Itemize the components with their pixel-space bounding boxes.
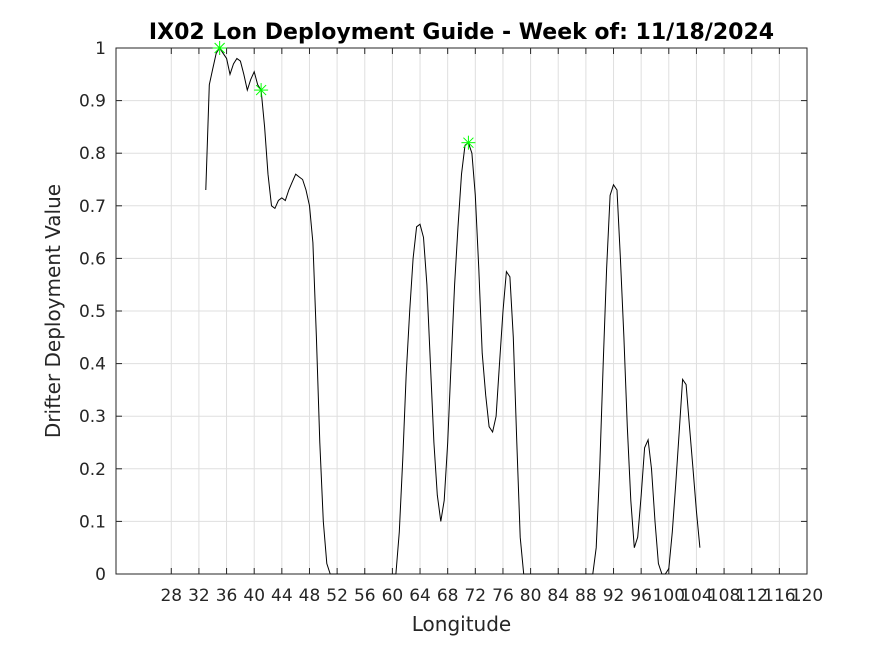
y-tick-label: 0.4 xyxy=(79,355,106,375)
x-tick-label: 120 xyxy=(791,586,823,606)
x-tick-label: 100 xyxy=(653,586,685,606)
y-tick-label: 0.9 xyxy=(79,92,106,112)
x-tick-label: 40 xyxy=(243,586,265,606)
y-tick-label: 0.3 xyxy=(79,407,106,427)
x-tick-label: 108 xyxy=(708,586,740,606)
x-axis-label: Longitude xyxy=(412,612,511,636)
x-tick-label: 80 xyxy=(520,586,542,606)
x-tick-label: 60 xyxy=(382,586,404,606)
x-tick-label: 72 xyxy=(464,586,486,606)
x-tick-label: 116 xyxy=(763,586,795,606)
x-tick-label: 92 xyxy=(603,586,625,606)
x-tick-label: 104 xyxy=(680,586,712,606)
peak-marker xyxy=(212,41,227,55)
y-axis-label: Drifter Deployment Value xyxy=(41,184,65,438)
y-tick-label: 0.1 xyxy=(79,512,106,532)
x-tick-label: 56 xyxy=(354,586,376,606)
x-tick-label: 44 xyxy=(271,586,293,606)
series-layer xyxy=(205,41,701,575)
y-tick-label: 0.8 xyxy=(79,144,106,164)
x-tick-label: 112 xyxy=(735,586,767,606)
x-tick-label: 36 xyxy=(216,586,238,606)
y-tick-label: 0.7 xyxy=(79,197,106,217)
x-tick-label: 32 xyxy=(188,586,210,606)
peak-marker xyxy=(254,83,269,98)
x-tick-label: 96 xyxy=(630,586,652,606)
y-tick-label: 0.6 xyxy=(79,249,106,269)
x-tick-label: 84 xyxy=(547,586,569,606)
y-axis: 0 0.1 0.2 0.3 0.4 0.5 0.6 0.7 0.8 0.9 1 xyxy=(79,39,807,585)
chart-title: IX02 Lon Deployment Guide - Week of: 11/… xyxy=(149,20,774,45)
x-tick-label: 52 xyxy=(326,586,348,606)
x-tick-label: 28 xyxy=(160,586,182,606)
series-line xyxy=(205,47,701,575)
x-tick-label: 48 xyxy=(299,586,321,606)
x-tick-label: 64 xyxy=(409,586,431,606)
y-tick-label: 0.2 xyxy=(79,460,106,480)
y-tick-label: 1 xyxy=(95,39,106,59)
y-tick-label: 0 xyxy=(95,565,106,585)
x-tick-label: 68 xyxy=(437,586,459,606)
peak-marker xyxy=(461,135,476,150)
y-tick-label: 0.5 xyxy=(79,302,106,322)
x-axis: 28 32 36 40 44 48 52 56 60 64 68 72 76 80 84 88 92 96 1001… xyxy=(160,48,823,606)
x-tick-label: 88 xyxy=(575,586,597,606)
x-tick-label: 76 xyxy=(492,586,514,606)
